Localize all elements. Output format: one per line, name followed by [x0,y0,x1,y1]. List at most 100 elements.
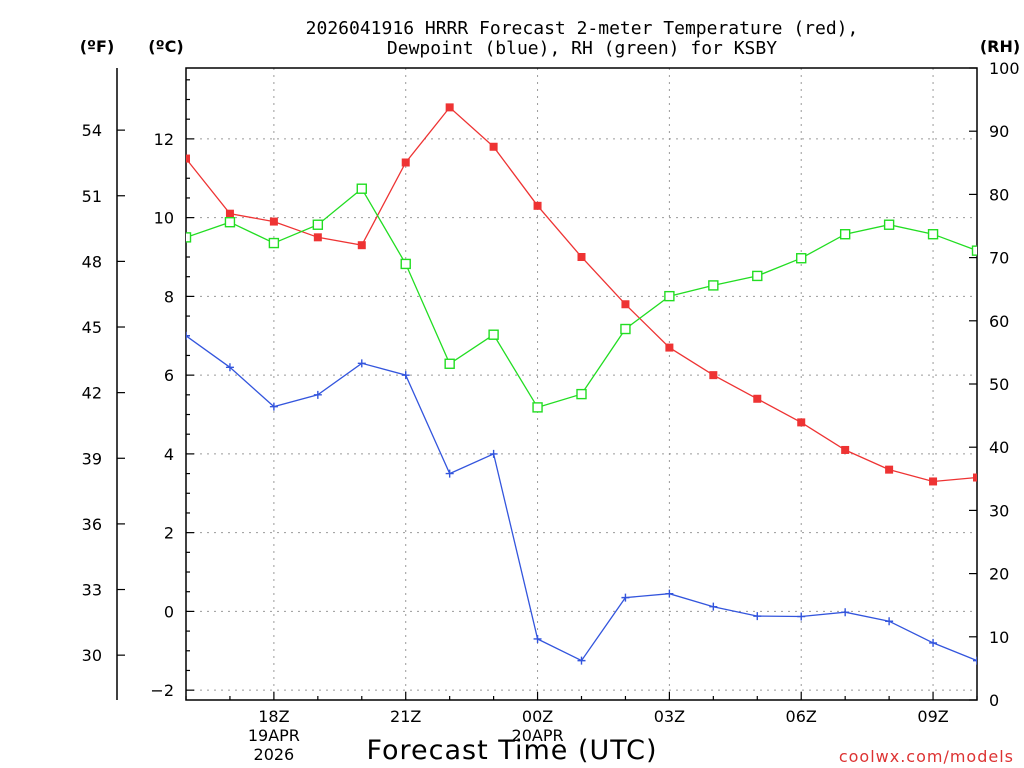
time-tick-label: 03Z [654,707,685,726]
dewpoint-point [269,402,278,411]
rh-tick-label: 70 [989,249,1009,268]
dewpoint-point [753,612,762,621]
dewpoint-point [885,617,894,626]
rh-point [400,258,411,270]
dewpoint-point [973,656,977,665]
dewpoint-point [797,612,806,621]
rh-point [883,219,895,230]
dewpoint-point [709,602,718,611]
fahrenheit-tick-label: 54 [82,121,102,140]
celsius-axis: −2 0 2 4 6 8 10 12 [150,79,194,700]
dewpoint-point [621,593,630,602]
temperature-point [533,201,542,210]
fahrenheit-tick-label: 33 [82,581,102,600]
rh-point [796,253,807,264]
time-tick-label: 06Z [786,707,817,726]
time-tick-label: 18Z [258,707,289,726]
temperature-point [797,418,806,427]
temperature-point [401,158,410,167]
temperature-point [621,300,630,309]
celsius-tick-label: 0 [164,602,174,621]
dewpoint-point [841,608,850,617]
temperature-point [489,142,498,151]
x-axis-title: Forecast Time (UTC) [366,735,657,766]
dewpoint-point [401,371,410,380]
rh-tick-label: 10 [989,628,1009,647]
dewpoint-point [665,589,674,598]
temperature-point [665,343,674,352]
rh-axis: 0 10 20 30 40 50 60 70 80 90 100 [969,59,1020,710]
temperature-point [357,241,366,250]
chart-title-line-1: 2026041916 HRRR Forecast 2-meter Tempera… [306,18,859,39]
celsius-tick-label: 4 [164,445,174,464]
temperature-point [841,445,850,454]
time-tick-label: 21Z [390,707,421,726]
dewpoint-point [577,656,586,665]
rh-tick-label: 50 [989,375,1009,394]
temperature-point [885,465,894,474]
rh-point [664,290,675,302]
rh-point [752,270,763,282]
rh-point [312,219,324,230]
grid-lines [186,68,977,700]
time-tick-label: 20APR [512,726,564,745]
rh-tick-label: 100 [989,59,1020,78]
rh-point [839,229,851,240]
dewpoint-point [357,359,366,368]
time-tick-label: 00Z [522,707,553,726]
rh-tick-label: 90 [989,122,1009,141]
dewpoint-point [929,638,938,647]
celsius-tick-label: 10 [154,209,174,228]
rh-point [971,245,977,256]
temperature-point [929,477,938,486]
fahrenheit-tick-label: 39 [82,449,102,468]
fahrenheit-tick-label: 48 [82,252,102,271]
rh-line [186,187,977,409]
rh-point [224,217,236,228]
time-tick-label: 09Z [917,707,948,726]
celsius-tick-label: 6 [164,366,174,385]
temperature-point [973,473,977,482]
celsius-tick-label: 2 [164,524,174,543]
rh-tick-label: 80 [989,185,1009,204]
series-layer [186,103,1024,671]
temperature-point [225,209,234,218]
temperature-point [186,154,190,163]
celsius-tick-label: 8 [164,287,174,306]
rh-point [576,388,587,400]
rh-tick-label: 60 [989,312,1009,331]
dewpoint-point [313,390,322,399]
temperature-point [577,253,586,262]
plot-frame [185,67,978,701]
temperature-point [445,103,454,112]
rh-point [1016,250,1024,259]
rh-point [488,329,499,340]
dewpoint-point [1017,663,1024,671]
fahrenheit-tick-label: 30 [82,646,102,665]
temperature-line [186,106,977,483]
fahrenheit-tick-label: 51 [82,187,102,206]
rh-tick-label: 0 [989,691,999,710]
temperature-point [269,217,278,226]
rh-point [708,280,719,291]
time-tick-label: 19APR [248,726,300,745]
rh-point [444,358,455,369]
dewpoint-point [533,634,542,643]
rh-point [356,183,367,194]
fahrenheit-unit-label: (ºF) [80,37,115,56]
temperature-point [709,371,718,380]
rh-tick-label: 20 [989,565,1009,584]
fahrenheit-tick-label: 45 [82,318,102,337]
chart-title-line-2: Dewpoint (blue), RH (green) for KSBY [387,38,777,59]
temperature-point [753,394,762,403]
rh-tick-label: 40 [989,438,1009,457]
celsius-tick-label: −2 [150,681,174,700]
rh-point [620,323,631,335]
fahrenheit-axis: 30 33 36 39 42 45 48 51 54 [82,121,125,665]
temperature-point [1017,470,1024,478]
rh-point [268,237,280,249]
rh-point [532,402,543,413]
dewpoint-line [186,335,977,662]
